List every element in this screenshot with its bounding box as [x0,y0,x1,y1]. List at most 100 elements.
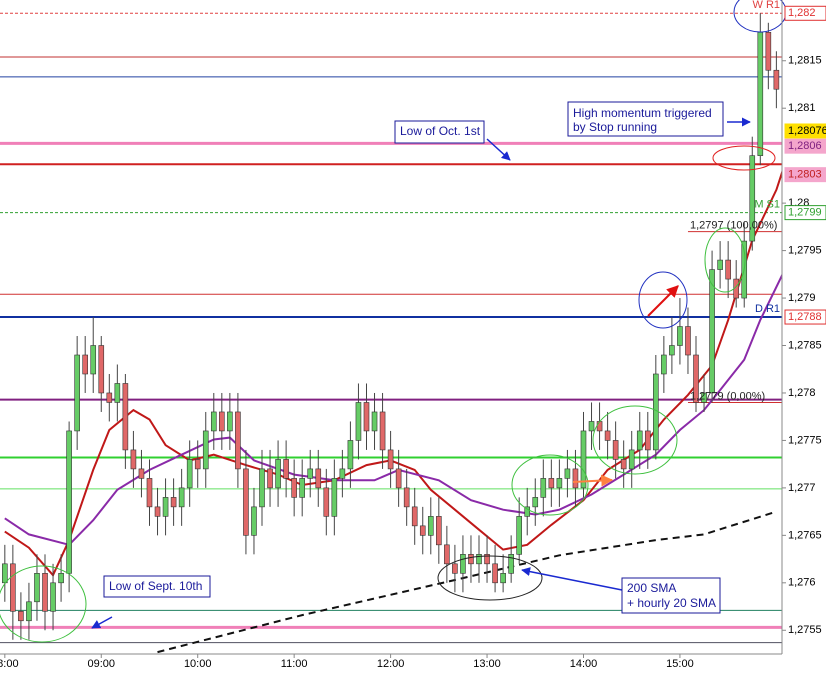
candle-body [516,516,522,555]
y-tick-label: 1,279 [788,292,816,304]
candle-body [235,411,241,470]
candle-body [178,487,185,508]
candle-body [395,468,402,489]
y-tick-label: 1,2755 [788,624,822,636]
annotation-text: by Stop running [573,120,657,134]
price-tag-label: 1,282 [788,7,816,19]
level-label: M S1 [754,199,780,211]
candle-body [82,354,88,375]
candle-body [243,468,249,536]
candles [2,13,780,640]
candle-body [620,459,627,470]
candle-body [452,563,458,574]
x-tick-label: 10:00 [184,658,212,670]
annotation-marks [0,0,787,643]
annotation-text: Low of Oct. 1st [400,124,481,138]
candle-body [508,554,514,574]
candle-body [572,468,579,489]
candle-body [162,497,169,517]
candle-body [580,430,587,489]
arrow [91,616,113,629]
candle-body [26,601,32,622]
level-label: D R1 [755,303,780,315]
x-tick-label: 08:00 [0,658,19,670]
candle-body [524,506,531,517]
candle-body [122,383,129,451]
y-tick-label: 1,2795 [788,244,822,256]
annotation-box [103,575,211,598]
candle-body [419,525,426,536]
candle-body [66,430,72,574]
candle-body [701,392,707,403]
annotation-box [394,120,485,144]
candle-body [725,259,731,280]
candle-body [661,354,667,375]
ellipse [638,271,688,329]
ellipse [437,555,543,601]
candle-body [106,392,113,403]
annotation-text: High momentum triggered [573,106,712,120]
candle-body [685,326,691,356]
y-tick-label: 1,2765 [788,529,822,541]
candle-body [556,478,563,489]
y-tick-label: 1,2785 [788,339,822,351]
price-tag-label: 1,28076 [788,125,826,137]
candle-body [548,478,555,489]
candle-body [532,497,539,508]
candle-body [564,468,571,479]
candle-body [757,31,764,156]
candle-body [427,516,434,536]
candle-body [154,506,161,517]
candle-body [612,440,619,460]
price-tag [784,5,826,21]
ellipse [511,454,589,516]
candle-body [379,411,386,451]
ellipse [592,405,678,475]
x-tick-label: 09:00 [88,658,116,670]
annotation-box [567,101,724,137]
y-tick-label: 1,278 [788,387,816,399]
candle-body [210,411,217,432]
candle-body [677,326,683,346]
y-tick-label: 1,276 [788,577,816,589]
candle-body [484,554,490,565]
candle-body [275,459,281,489]
candle-body [403,487,410,508]
candle-body [90,345,97,375]
candle-body [299,478,305,498]
candle-body [2,563,8,584]
candle-body [644,430,651,451]
arrow [647,285,679,317]
x-tick-label: 11:00 [281,658,308,670]
candle-body [355,402,362,441]
candle-body [588,421,595,432]
price-tag [784,138,826,154]
candle-body [363,402,370,432]
candle-body [323,487,330,517]
ellipse [0,565,87,643]
candle-body [540,478,547,498]
candle-body [636,430,643,451]
y-tick-label: 1,281 [788,102,816,114]
y-tick-label: 1,2815 [788,55,822,67]
x-tick-label: 15:00 [666,658,694,670]
candle-body [387,449,394,470]
candle-body [130,449,137,470]
axes: 1,2755 1,276 1,2765 1,277 1,2775 1,278 1,2785 1… [0,5,826,670]
candle-body [604,430,611,441]
moving-average [4,169,782,578]
ellipse [712,145,776,171]
candle-body [492,563,498,584]
candle-body [339,468,346,479]
candle-body [50,582,56,612]
candle-body [194,459,201,470]
price-tag-label: 1,2806 [788,140,822,152]
candle-body [411,506,418,527]
candle-body [444,544,450,565]
x-tick-label: 12:00 [377,658,405,670]
y-tick-label: 1,277 [788,482,816,494]
price-tag [784,123,826,139]
candle-body [267,468,273,489]
price-tag [784,205,826,221]
